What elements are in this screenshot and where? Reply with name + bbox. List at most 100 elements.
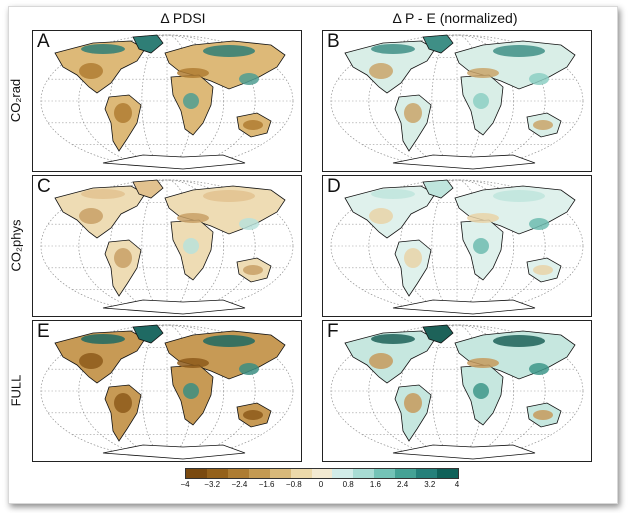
colorbar-segment — [353, 469, 375, 478]
colorbar-segment — [437, 469, 458, 478]
colorbar-tick-label: −4 — [180, 480, 190, 489]
map-panel-a: A — [32, 30, 302, 172]
colorbar-tick-label: −2.4 — [231, 480, 248, 489]
anomaly-siberia — [493, 45, 545, 57]
anomaly-canada — [81, 44, 125, 54]
anomaly-central-africa — [473, 93, 489, 109]
continent-antarctica — [392, 444, 536, 460]
anomaly-central-africa — [183, 238, 199, 254]
anomaly-amazon — [404, 393, 422, 413]
anomaly-central-africa — [183, 383, 199, 399]
anomaly-mediterranean — [467, 213, 499, 223]
panel-letter: A — [37, 31, 50, 52]
colorbar-tick-label: −3.2 — [204, 480, 221, 489]
anomaly-amazon — [114, 393, 132, 413]
panel-letter: C — [37, 176, 51, 197]
anomaly-southeast-asia — [239, 363, 259, 375]
anomaly-amazon — [404, 103, 422, 123]
anomaly-canada — [371, 334, 415, 344]
panel-letter: D — [327, 176, 341, 197]
anomaly-north-america — [369, 63, 393, 79]
anomaly-central-africa — [473, 383, 489, 399]
continent-antarctica — [392, 154, 536, 170]
anomaly-australia — [243, 265, 263, 275]
anomaly-north-america — [369, 208, 393, 224]
world-map — [40, 34, 294, 170]
map-panel-d: D — [322, 175, 592, 317]
panel-letter: E — [37, 321, 50, 342]
anomaly-mediterranean — [177, 213, 209, 223]
continent-greenland — [422, 324, 454, 344]
panel-letter: F — [327, 321, 339, 342]
anomaly-mediterranean — [177, 358, 209, 368]
anomaly-siberia — [203, 335, 255, 347]
colorbar-segment — [269, 469, 291, 478]
colorbar-tick-label: −0.8 — [285, 480, 302, 489]
column-title-pdsi: Δ PDSI — [160, 10, 206, 26]
colorbar-segment — [227, 469, 249, 478]
continent-antarctica — [102, 154, 246, 170]
column-title-p-minus-e: Δ P - E (normalized) — [392, 10, 518, 26]
anomaly-australia — [243, 120, 263, 130]
colorbar-segment — [374, 469, 396, 478]
world-map — [330, 34, 584, 170]
world-map — [330, 324, 584, 460]
map-panel-b: B — [322, 30, 592, 172]
colorbar-segment — [395, 469, 417, 478]
anomaly-canada — [81, 334, 125, 344]
row-label-co2phys: CO₂phys — [8, 218, 24, 272]
anomaly-siberia — [493, 190, 545, 202]
anomaly-amazon — [114, 248, 132, 268]
row-label-full: FULL — [8, 374, 24, 406]
colorbar-tick-label: 3.2 — [424, 480, 436, 489]
anomaly-southeast-asia — [529, 363, 549, 375]
colorbar-segment — [290, 469, 312, 478]
colorbar-tick-label: 1.6 — [369, 480, 381, 489]
anomaly-mediterranean — [467, 358, 499, 368]
continent-antarctica — [102, 444, 246, 460]
anomaly-australia — [533, 410, 553, 420]
colorbar-tick-label: 0 — [318, 480, 324, 489]
map-panel-e: E — [32, 320, 302, 462]
continent-greenland — [422, 179, 454, 199]
map-panel-f: F — [322, 320, 592, 462]
anomaly-southeast-asia — [529, 218, 549, 230]
colorbar-tick-label: −1.6 — [258, 480, 275, 489]
anomaly-canada — [371, 44, 415, 54]
anomaly-canada — [81, 189, 125, 199]
map-panel-c: C — [32, 175, 302, 317]
colorbar-segment — [332, 469, 354, 478]
anomaly-siberia — [203, 45, 255, 57]
anomaly-central-africa — [473, 238, 489, 254]
anomaly-siberia — [493, 335, 545, 347]
anomaly-siberia — [203, 190, 255, 202]
colorbar-segment — [186, 469, 207, 478]
anomaly-amazon — [114, 103, 132, 123]
continent-greenland — [132, 179, 164, 199]
anomaly-mediterranean — [177, 68, 209, 78]
continent-antarctica — [392, 299, 536, 315]
continent-greenland — [132, 34, 164, 54]
colorbar-segment — [248, 469, 270, 478]
anomaly-north-america — [79, 63, 103, 79]
continent-greenland — [422, 34, 454, 54]
colorbar-tick-label: 4 — [454, 480, 460, 489]
anomaly-australia — [533, 120, 553, 130]
anomaly-southeast-asia — [239, 73, 259, 85]
continent-greenland — [132, 324, 164, 344]
world-map — [330, 179, 584, 315]
world-map — [40, 324, 294, 460]
colorbar-tick-label: 0.8 — [342, 480, 354, 489]
colorbar-segment — [206, 469, 228, 478]
colorbar-tick-label: 2.4 — [397, 480, 409, 489]
anomaly-north-america — [369, 353, 393, 369]
anomaly-north-america — [79, 208, 103, 224]
row-label-co2rad: CO₂rad — [8, 78, 24, 122]
anomaly-southeast-asia — [529, 73, 549, 85]
colorbar-ticks: −4 −3.2 −2.4 −1.6 −0.8 0 0.8 1.6 2.4 3.2 4 — [180, 480, 460, 492]
anomaly-mediterranean — [467, 68, 499, 78]
anomaly-southeast-asia — [239, 218, 259, 230]
colorbar-segment — [416, 469, 438, 478]
colorbar — [185, 468, 459, 479]
anomaly-central-africa — [183, 93, 199, 109]
